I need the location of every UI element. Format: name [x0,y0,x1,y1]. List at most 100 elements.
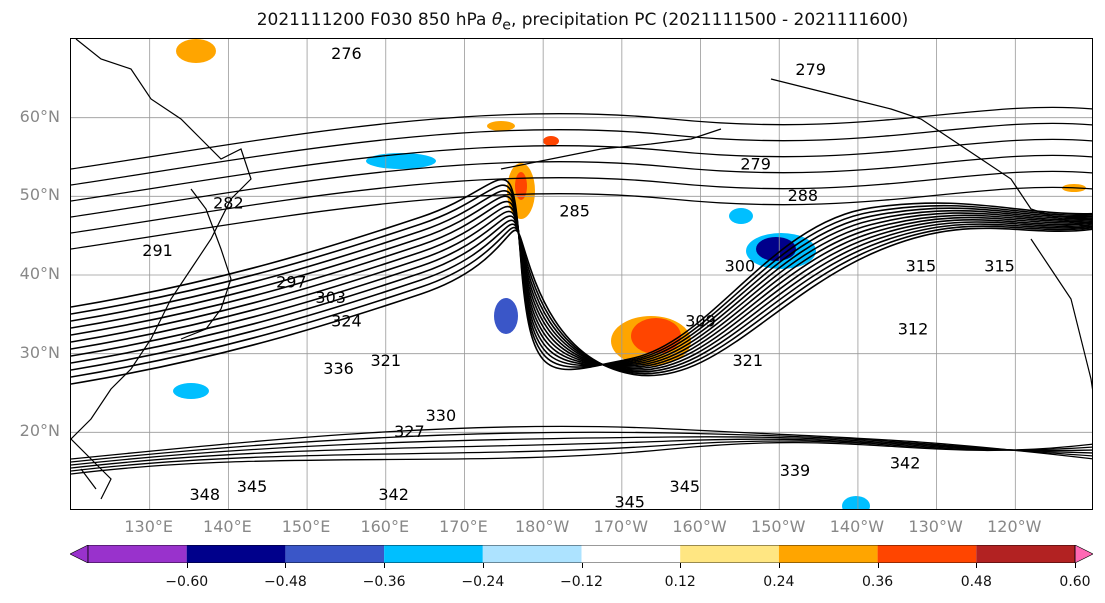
colorbar-tick-label-0: −0.60 [165,574,209,590]
lon-label-0: 130°E [124,517,174,536]
map-canvas: 276 279 279 282 285 288 291 297 300 303 309 312 315 3… [71,39,1092,509]
contour-label-20: 339 [780,461,811,480]
lon-label-9: 140°W [829,517,885,536]
theta-e-contour-jet-6 [71,205,1092,367]
colorbar-segment-7 [778,545,878,563]
theta-e-contour-jet-1 [71,225,1092,378]
theta-e-contour-south-2 [71,436,1092,466]
lat-label-20: 20°N [19,421,60,441]
colorbar-segment-4 [482,545,582,563]
theta-e-contour-south-4 [71,440,1092,472]
contour-label-3: 282 [213,194,244,213]
precipitation-fill-layer [173,39,1086,509]
theta-e-contour-north-1 [71,122,1092,186]
lon-label-10: 130°W [908,517,963,536]
lon-label-11: 120°W [987,517,1042,536]
theta-e-contour-jet-9 [71,190,1092,367]
contour-label-7: 297 [276,272,307,291]
lat-label-60: 60°N [19,106,60,126]
contour-label-8: 300 [725,257,756,276]
theta-e-contour-south-1 [71,431,1092,463]
colorbar-tick-mark-4 [581,563,583,568]
colorbar-tick-mark-2 [384,563,386,568]
lat-label-40: 40°N [19,264,60,283]
colorbar-tick-label-3: −0.24 [461,574,505,590]
contour-label-10: 309 [685,312,716,331]
colorbar-tick-mark-3 [482,563,484,568]
theta-e-contour-jet-8 [71,195,1092,366]
title-theta-sub: e [502,17,511,34]
title-theta: θ [491,10,503,30]
colorbar-extend-low [70,545,89,563]
precip-patch-11 [842,496,870,509]
colorbar [70,545,1093,563]
contour-label-19: 336 [323,359,354,378]
theta-e-contour-jet-3 [71,219,1092,371]
coastline-layer [71,39,1092,500]
theta-e-contour-north-3 [71,154,1092,218]
precip-patch-13 [543,136,559,146]
lon-label-7: 160°W [672,517,727,536]
colorbar-tick-label-6: 0.24 [763,574,795,590]
colorbar-tick-label-4: −0.12 [560,574,603,590]
precip-patch-1 [515,172,527,200]
colorbar-tick-label-1: −0.48 [263,574,307,590]
contour-label-23: 345 [237,477,268,496]
colorbar-tick-label-5: 0.12 [664,574,696,590]
colorbar-tick-mark-5 [680,563,682,568]
contour-label-11: 312 [898,320,929,339]
colorbar-segment-5 [581,545,681,563]
colorbar-tick-mark-9 [1075,563,1076,568]
colorbar-segment-1 [186,545,286,563]
contour-label-16: 324 [331,312,362,331]
contour-label-0: 276 [331,44,362,63]
precip-patch-8 [176,39,216,63]
colorbar-tick-mark-8 [976,563,978,568]
map-title: 2021111200 F030 850 hPa θe, precipitatio… [0,10,1105,33]
lon-label-2: 150°E [281,517,331,536]
colorbar-tick-mark-6 [778,563,780,568]
precip-patch-10 [729,208,753,224]
theta-e-contour-jet-4 [71,215,1092,370]
contour-label-12: 315 [906,257,937,276]
colorbar-segment-2 [285,545,385,563]
theta-e-contour-south-0 [71,425,1092,460]
contour-label-17: 327 [394,422,425,441]
theta-e-contour-jet-0 [71,227,1092,385]
theta-e-contour-north-2 [71,138,1092,202]
contour-label-21: 342 [378,485,409,504]
contour-label-14: 321 [370,351,401,370]
precip-patch-6 [366,153,436,169]
coastline-asia [71,39,252,440]
lon-label-1: 140°E [203,517,252,536]
lon-label-8: 150°W [751,517,806,536]
precip-patch-3 [631,318,681,354]
contour-label-2: 279 [740,154,771,173]
theta-e-contour-south-5 [71,441,1092,475]
colorbar-tick-label-9: 0.60 [1059,574,1091,590]
contour-label-6: 291 [142,241,173,260]
colorbar-tick-label-2: −0.36 [362,574,406,590]
colorbar-segment-8 [877,545,977,563]
contour-label-13: 315 [984,257,1015,276]
contour-label-15: 321 [732,351,763,370]
colorbar-segment-9 [976,545,1075,563]
colorbar-tick-mark-1 [285,563,287,568]
title-prefix: 2021111200 F030 850 hPa [256,10,492,30]
colorbar-segment-0 [88,545,187,563]
contour-label-18: 330 [426,406,457,425]
theta-e-contour-north-4 [71,170,1092,234]
precip-patch-12 [487,121,515,131]
lon-label-6: 170°W [593,517,649,536]
theta-e-contour-south-3 [71,438,1092,469]
contour-label-4: 285 [559,202,590,221]
contour-label-9: 303 [315,288,346,307]
contour-label-22: 342 [890,453,921,472]
theta-e-contour-jet-2 [71,223,1092,373]
theta-e-contour-jet-11 [71,178,1092,371]
colorbar-tick-label-8: 0.48 [960,574,992,590]
contour-label-1: 279 [795,60,826,79]
coastline-alaska [770,78,1092,230]
map-panel: 276 279 279 282 285 288 291 297 300 303 309 312 315 3… [70,38,1093,510]
theta-e-contour-jet-10 [71,184,1092,368]
